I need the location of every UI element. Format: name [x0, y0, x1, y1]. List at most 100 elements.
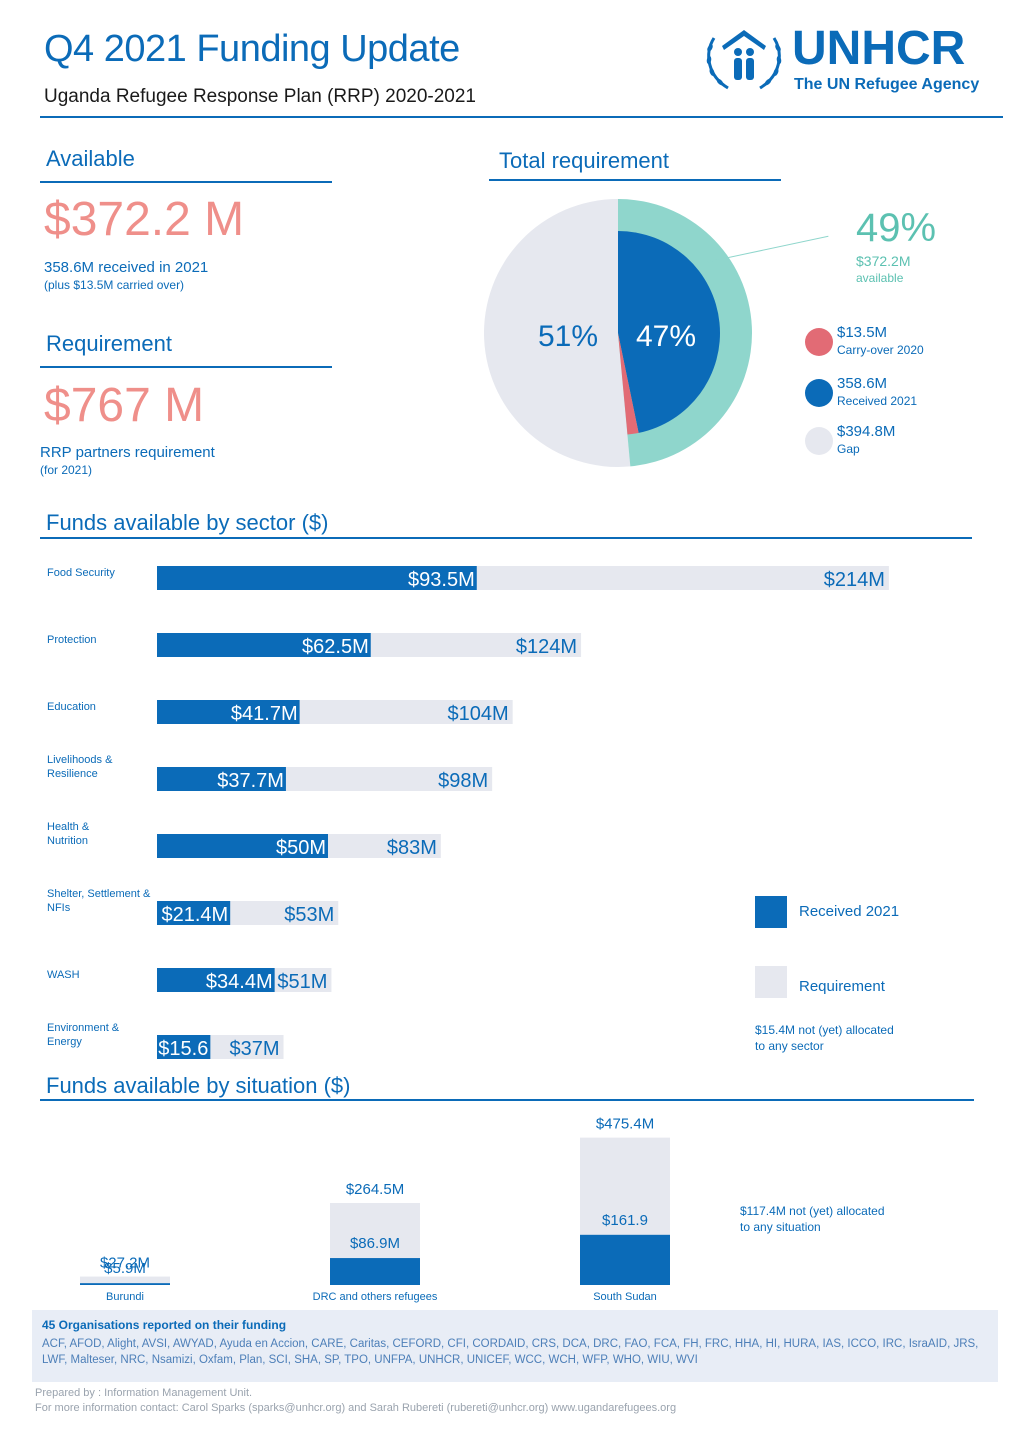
sector-requirement-label: $104M — [448, 703, 509, 725]
requirement-line1: RRP partners requirement — [40, 444, 215, 461]
sector-received-label: $34.4M — [206, 971, 273, 993]
situation-category-label: South Sudan — [593, 1291, 657, 1303]
prepared-by: Prepared by : Information Management Uni… — [35, 1387, 253, 1399]
pie-slice-carryover — [618, 333, 639, 435]
organisations-list: ACF, AFOD, Alight, AVSI, AWYAD, Ayuda en… — [42, 1338, 979, 1366]
sector-category-label: Education — [47, 701, 96, 713]
sector-category-label: NFIs — [47, 902, 71, 914]
organisations-heading: 45 Organisations reported on their fundi… — [42, 1318, 287, 1332]
pie-label-gap: 51% — [538, 320, 598, 353]
sector-category-label: Nutrition — [47, 835, 88, 847]
organisations-box: 45 Organisations reported on their fundi… — [32, 1310, 998, 1382]
situation-requirement-label: $264.5M — [346, 1181, 404, 1198]
callout-label: available — [856, 271, 904, 285]
sector-heading: Funds available by sector ($) — [46, 510, 329, 535]
available-line1: 358.6M received in 2021 — [44, 259, 209, 276]
legend-amount: $394.8M — [837, 423, 896, 440]
sector-category-label: WASH — [47, 969, 80, 981]
situation-requirement-label: $475.4M — [596, 1116, 654, 1133]
situation-bar-received — [80, 1283, 170, 1285]
legend-swatch-received — [755, 896, 787, 928]
contact-info: For more information contact: Carol Spar… — [35, 1402, 677, 1414]
legend-requirement-label: Requirement — [799, 978, 885, 995]
situation-received-label: $5.9M — [104, 1260, 146, 1277]
sector-bar-received — [157, 566, 477, 590]
situation-received-label: $161.9 — [602, 1212, 648, 1229]
sector-bar-received — [157, 767, 286, 791]
sector-received-label: $15.6 — [158, 1038, 208, 1060]
header-divider — [40, 116, 1003, 118]
sector-category-label: Food Security — [47, 567, 115, 579]
legend-dot-received — [805, 379, 833, 407]
legend-label: Received 2021 — [837, 394, 918, 408]
situation-bar-received — [330, 1258, 420, 1285]
situation-category-label: Burundi — [106, 1291, 144, 1303]
situation-requirement-label: $27.2M — [100, 1255, 150, 1272]
sector-bar-received — [157, 968, 275, 992]
total-requirement-heading: Total requirement — [499, 148, 669, 173]
sector-note-line2: to any sector — [755, 1039, 824, 1053]
situation-bar-requirement — [80, 1276, 170, 1285]
logo-tagline: The UN Refugee Agency — [794, 76, 980, 93]
total-requirement-divider — [489, 179, 781, 181]
unhcr-emblem-icon — [706, 30, 782, 90]
sector-requirement-label: $37M — [230, 1038, 280, 1060]
legend-amount: 358.6M — [837, 375, 888, 392]
sector-requirement-label: $124M — [516, 636, 577, 658]
legend-amount: $13.5M — [837, 324, 888, 341]
situation-category-label: DRC and others refugees — [313, 1291, 438, 1303]
sector-received-label: $50M — [276, 837, 326, 859]
pie-legend: $13.5M Carry-over 2020 358.6M Received 2… — [805, 324, 1015, 464]
sector-category-label: Health & — [47, 821, 90, 833]
sector-category-label: Environment & — [47, 1022, 120, 1034]
sector-received-label: $37.7M — [217, 770, 284, 792]
sector-requirement-label: $51M — [277, 971, 327, 993]
legend-label: Gap — [837, 442, 860, 456]
legend-label: Carry-over 2020 — [837, 343, 924, 357]
page-subtitle: Uganda Refugee Response Plan (RRP) 2020-… — [44, 86, 476, 107]
sector-category-label: Energy — [47, 1036, 82, 1048]
sector-bar-received — [157, 633, 371, 657]
situation-note-line2: to any situation — [740, 1220, 821, 1234]
sector-received-label: $62.5M — [302, 636, 369, 658]
sector-requirement-label: $53M — [284, 904, 334, 926]
pie-slice-gap — [483, 199, 631, 468]
sector-legend: Received 2021 Requirement $15.4M not (ye… — [755, 893, 975, 1063]
sector-requirement-label: $98M — [438, 770, 488, 792]
sector-divider — [40, 537, 972, 539]
sector-bar-received — [157, 901, 231, 925]
unhcr-logo: UNHCR The UN Refugee Agency — [702, 24, 997, 98]
requirement-line2: (for 2021) — [40, 463, 93, 477]
pie-slice-received — [618, 231, 720, 433]
available-amount: $372.2 M — [44, 193, 245, 246]
callout-amount: $372.2M — [856, 253, 911, 269]
sector-bar-chart: Food Security $93.5M $214M Protection $62.5M… — [47, 566, 889, 1060]
legend-dot-gap — [805, 427, 833, 455]
available-heading: Available — [46, 146, 135, 171]
requirement-divider — [40, 366, 332, 368]
situation-note-line1: $117.4M not (yet) allocated — [740, 1204, 885, 1218]
sector-category-label: Livelihoods & — [47, 754, 113, 766]
sector-category-label: Shelter, Settlement & — [47, 888, 151, 900]
sector-category-label: Protection — [47, 634, 97, 646]
sector-category-label: Resilience — [47, 768, 98, 780]
situation-divider — [40, 1099, 974, 1101]
sector-received-label: $93.5M — [408, 569, 475, 591]
situation-heading: Funds available by situation ($) — [46, 1073, 351, 1098]
sector-received-label: $41.7M — [231, 703, 298, 725]
legend-swatch-requirement — [755, 966, 787, 998]
page-title: Q4 2021 Funding Update — [44, 28, 460, 70]
sector-received-label: $21.4M — [161, 904, 228, 926]
callout-pct: 49% — [856, 206, 937, 250]
available-line2: (plus $13.5M carried over) — [44, 278, 185, 292]
sector-requirement-label: $214M — [824, 569, 885, 591]
situation-received-label: $86.9M — [350, 1235, 400, 1252]
legend-received-label: Received 2021 — [799, 903, 900, 920]
requirement-heading: Requirement — [46, 331, 172, 356]
total-requirement-pie-chart: 51% 47% — [483, 199, 752, 468]
requirement-amount: $767 M — [44, 379, 205, 432]
sector-requirement-label: $83M — [387, 837, 437, 859]
situation-bar-received — [580, 1234, 670, 1285]
logo-name: UNHCR — [792, 22, 966, 75]
sector-bar-received — [157, 834, 328, 858]
